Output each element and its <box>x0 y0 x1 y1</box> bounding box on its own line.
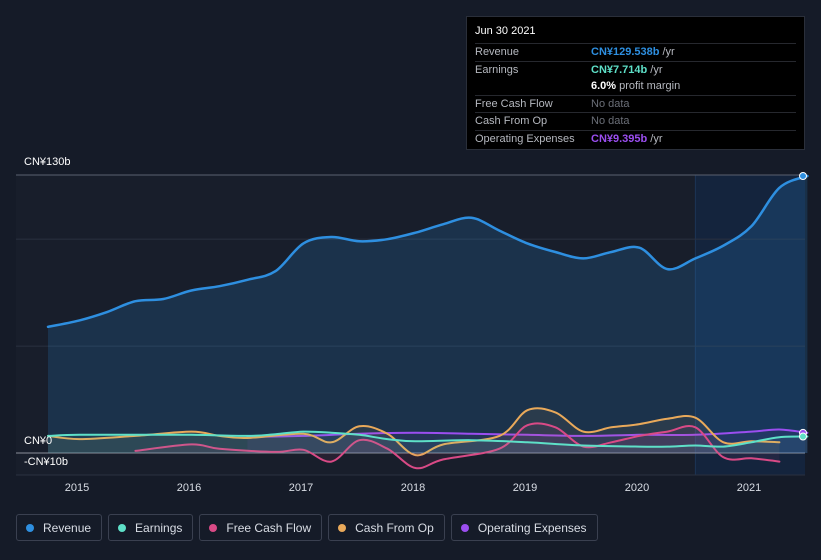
legend-dot-icon <box>209 523 218 532</box>
forecast-region <box>695 175 805 475</box>
tooltip-label: Cash From Op <box>475 115 548 128</box>
x-tick-2021: 2021 <box>736 482 762 494</box>
series-end-marker-revenue <box>799 171 807 180</box>
tooltip-row-operating-expenses: Operating Expenses CN¥9.395b /yr <box>475 129 796 148</box>
legend-item-operating-expenses[interactable]: Operating Expenses <box>450 514 598 541</box>
series-area-earnings <box>48 431 808 453</box>
legend-item-revenue[interactable]: Revenue <box>16 514 103 541</box>
tooltip-row-margin: 6.0% profit margin <box>475 78 796 95</box>
tooltip-row-free-cash-flow: Free Cash Flow No data <box>475 94 796 113</box>
x-tick-2017: 2017 <box>288 482 314 494</box>
tooltip-value: CN¥9.395b <box>591 132 648 145</box>
legend-item-earnings[interactable]: Earnings <box>108 514 194 541</box>
legend-item-free-cash-flow[interactable]: Free Cash Flow <box>199 514 323 541</box>
tooltip-value: No data <box>591 97 630 110</box>
series-line-earnings <box>47 430 809 448</box>
series-line-revenue <box>46 174 809 329</box>
tooltip-label: Revenue <box>475 46 520 59</box>
data-tooltip: Jun 30 2021 Revenue CN¥129.538b /yr Earn… <box>466 16 805 150</box>
plot-background <box>16 175 805 475</box>
tooltip-date: Jun 30 2021 <box>475 25 536 37</box>
x-tick-2015: 2015 <box>64 482 90 494</box>
tooltip-unit: /yr <box>650 132 663 145</box>
legend-dot-icon <box>118 523 127 532</box>
tooltip-value: CN¥7.714b <box>591 63 648 76</box>
x-tick-2019: 2019 <box>512 482 538 494</box>
tooltip-value: CN¥129.538b <box>591 46 660 59</box>
x-tick-2020: 2020 <box>624 482 650 494</box>
legend-label: Cash From Op <box>355 520 434 535</box>
x-tick-2018: 2018 <box>400 482 426 494</box>
legend-item-cash-from-op[interactable]: Cash From Op <box>328 514 445 541</box>
y-tick-label-130: CN¥130b <box>24 156 71 168</box>
series-end-marker-earnings <box>799 432 807 441</box>
tooltip-unit: /yr <box>662 46 675 59</box>
legend-label: Free Cash Flow <box>226 520 312 535</box>
legend-dot-icon <box>460 523 469 532</box>
series-line-free-cash-flow <box>134 422 781 470</box>
tooltip-unit: /yr <box>650 63 663 76</box>
chart-legend: Revenue Earnings Free Cash Flow Cash Fro… <box>16 514 598 541</box>
legend-label: Revenue <box>43 520 92 535</box>
tooltip-unit: profit margin <box>619 80 681 93</box>
series-area-cash-from-op <box>48 408 780 456</box>
y-tick-label-0: CN¥0 <box>24 435 53 447</box>
tooltip-row-cash-from-op: Cash From Op No data <box>475 112 796 130</box>
tooltip-row-revenue: Revenue CN¥129.538b /yr <box>475 43 796 61</box>
legend-dot-icon <box>26 523 34 532</box>
tooltip-label: Free Cash Flow <box>475 97 553 110</box>
tooltip-label: Earnings <box>475 63 519 76</box>
x-tick-2016: 2016 <box>176 482 202 494</box>
tooltip-value: No data <box>591 115 630 128</box>
legend-label: Operating Expenses <box>477 520 587 535</box>
legend-label: Earnings <box>135 520 183 535</box>
tooltip-row-earnings: Earnings CN¥7.714b /yr <box>475 60 796 79</box>
y-tick-label-neg10: -CN¥10b <box>24 456 69 468</box>
series-area-revenue <box>48 176 808 453</box>
legend-dot-icon <box>338 523 347 532</box>
tooltip-label: Operating Expenses <box>475 132 575 145</box>
tooltip-value: 6.0% <box>591 80 617 93</box>
